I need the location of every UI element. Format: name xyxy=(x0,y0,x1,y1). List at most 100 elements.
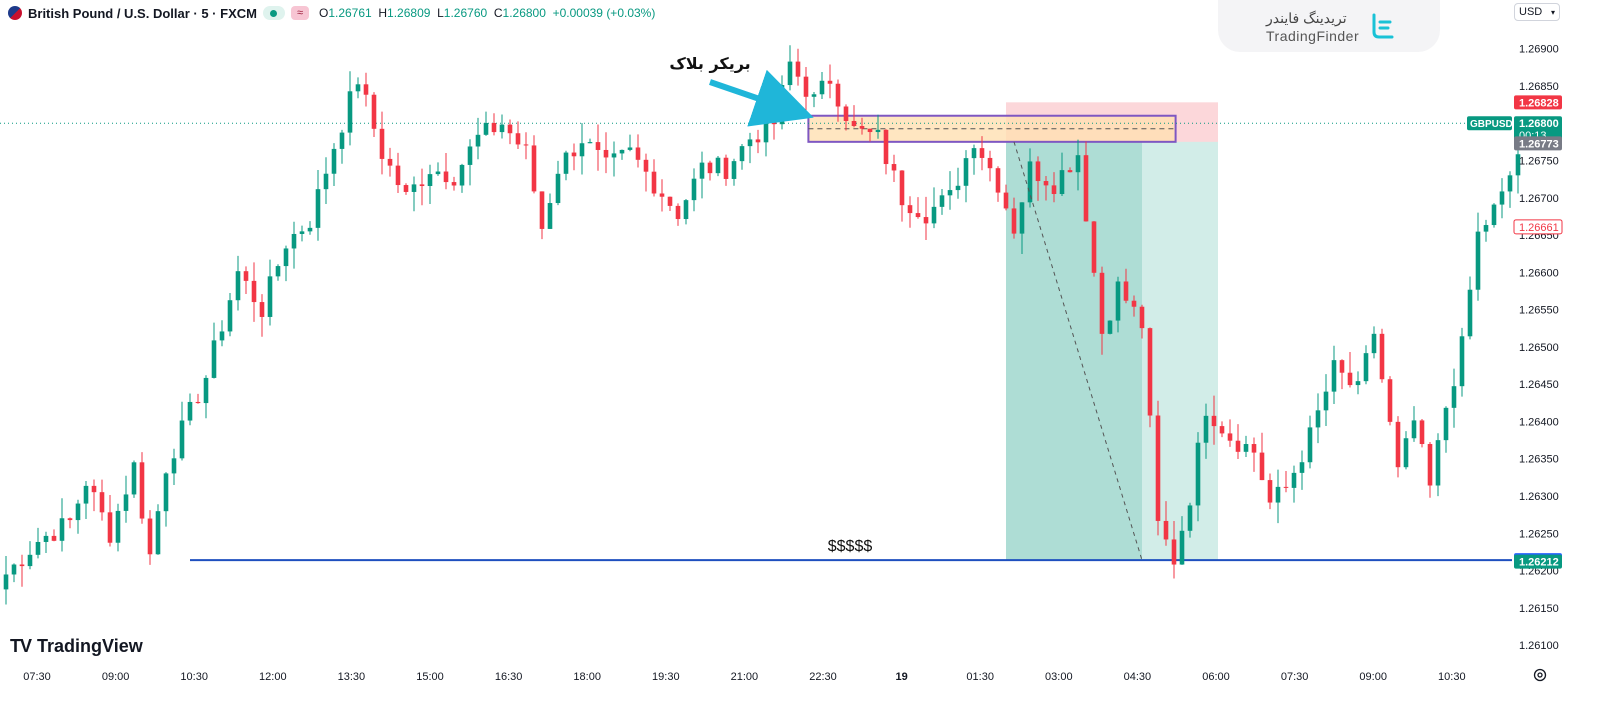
candle xyxy=(187,393,193,426)
x-tick-label: 12:00 xyxy=(259,671,287,683)
svg-text:1.26212: 1.26212 xyxy=(1519,557,1559,569)
candle xyxy=(155,504,161,555)
candle xyxy=(299,225,305,242)
candle xyxy=(1251,437,1257,472)
candle xyxy=(1011,197,1017,239)
candle xyxy=(1107,320,1113,335)
x-tick-label: 09:00 xyxy=(1359,671,1387,683)
candle xyxy=(1227,419,1233,447)
candle xyxy=(875,114,881,139)
candle xyxy=(139,452,145,524)
candle xyxy=(1195,432,1201,522)
candle xyxy=(1411,406,1417,442)
x-tick-label: 16:30 xyxy=(495,671,523,683)
candle xyxy=(51,529,57,542)
candle xyxy=(963,150,969,203)
candle xyxy=(467,139,473,186)
candle xyxy=(1267,473,1273,510)
candle xyxy=(219,320,225,347)
candle xyxy=(955,167,961,199)
candle xyxy=(587,138,593,144)
candle xyxy=(1075,139,1081,191)
candle xyxy=(531,135,537,194)
x-tick-label: 03:00 xyxy=(1045,671,1073,683)
x-tick-label: 21:00 xyxy=(731,671,759,683)
candle xyxy=(499,114,505,139)
candle xyxy=(1083,141,1089,222)
candle xyxy=(555,160,561,206)
candle xyxy=(1315,393,1321,444)
candle xyxy=(619,149,625,160)
price-axis: 1.26900 1.26850 1.26800 1.26750 1.26700 1.266… xyxy=(1467,44,1563,652)
symbol-title[interactable]: British Pound / U.S. Dollar · 5 · FXCM xyxy=(28,5,257,21)
candle xyxy=(931,187,937,229)
x-tick-label: 10:30 xyxy=(1438,671,1466,683)
candle xyxy=(523,132,529,160)
market-status-icon[interactable] xyxy=(262,6,285,20)
candle xyxy=(539,191,545,240)
currency-flag-icon xyxy=(8,6,22,20)
svg-text:1.26800: 1.26800 xyxy=(1519,118,1559,130)
x-tick-label: 07:30 xyxy=(1281,671,1309,683)
candle xyxy=(1299,450,1305,490)
candle xyxy=(771,109,777,140)
candle xyxy=(1131,295,1137,317)
candle xyxy=(1459,327,1465,397)
gear-icon[interactable] xyxy=(1532,667,1548,683)
candle xyxy=(691,168,697,212)
price-label: 1.26661 xyxy=(1513,219,1563,235)
candle xyxy=(1179,516,1185,565)
candle xyxy=(451,176,457,191)
tradingfinder-watermark: تریدینگ فایندر TradingFinder xyxy=(1218,0,1440,52)
candle xyxy=(1091,221,1097,277)
candle xyxy=(1259,432,1265,481)
candle xyxy=(1219,421,1225,438)
candle xyxy=(1043,176,1049,201)
candle xyxy=(1371,326,1377,359)
candle xyxy=(1051,172,1057,203)
candle xyxy=(75,499,81,534)
y-tick-label: 1.26500 xyxy=(1519,342,1559,354)
y-tick-label: 1.26400 xyxy=(1519,416,1559,428)
currency-select-value: USD xyxy=(1519,6,1543,18)
x-tick-label: 15:00 xyxy=(416,671,444,683)
x-tick-label: 18:00 xyxy=(573,671,601,683)
x-tick-label: 19 xyxy=(895,671,907,683)
x-tick-label: 22:30 xyxy=(809,671,837,683)
candle xyxy=(1155,400,1161,536)
candle xyxy=(483,111,489,136)
candle xyxy=(595,124,601,171)
candle xyxy=(819,72,825,99)
candle xyxy=(1027,148,1033,208)
candle xyxy=(235,255,241,311)
tradingview-logo[interactable]: TV TradingView xyxy=(10,636,143,657)
candle xyxy=(1019,202,1025,255)
candle xyxy=(563,150,569,181)
y-tick-label: 1.26550 xyxy=(1519,305,1559,317)
breaker-block-label: بریکر بلاک xyxy=(669,54,750,73)
candle xyxy=(203,375,209,419)
currency-select[interactable]: USD ▾ xyxy=(1514,3,1560,21)
candle xyxy=(387,147,393,177)
candle xyxy=(1467,276,1473,340)
y-tick-label: 1.26450 xyxy=(1519,379,1559,391)
candle xyxy=(787,45,793,91)
candle xyxy=(1323,374,1329,426)
y-tick-label: 1.26850 xyxy=(1519,81,1559,93)
candle xyxy=(827,64,833,99)
candle xyxy=(115,503,121,552)
candle xyxy=(627,134,633,152)
take-profit-zone-filled xyxy=(1006,141,1142,561)
candle xyxy=(1283,471,1289,493)
candle xyxy=(755,129,761,154)
candle xyxy=(1403,431,1409,470)
candle xyxy=(723,154,729,186)
candle xyxy=(403,183,409,195)
candle xyxy=(315,169,321,241)
candle xyxy=(779,75,785,130)
data-type-icon[interactable]: ≈ xyxy=(290,6,309,20)
y-tick-label: 1.26350 xyxy=(1519,454,1559,466)
candle xyxy=(891,154,897,182)
candle xyxy=(635,134,641,168)
